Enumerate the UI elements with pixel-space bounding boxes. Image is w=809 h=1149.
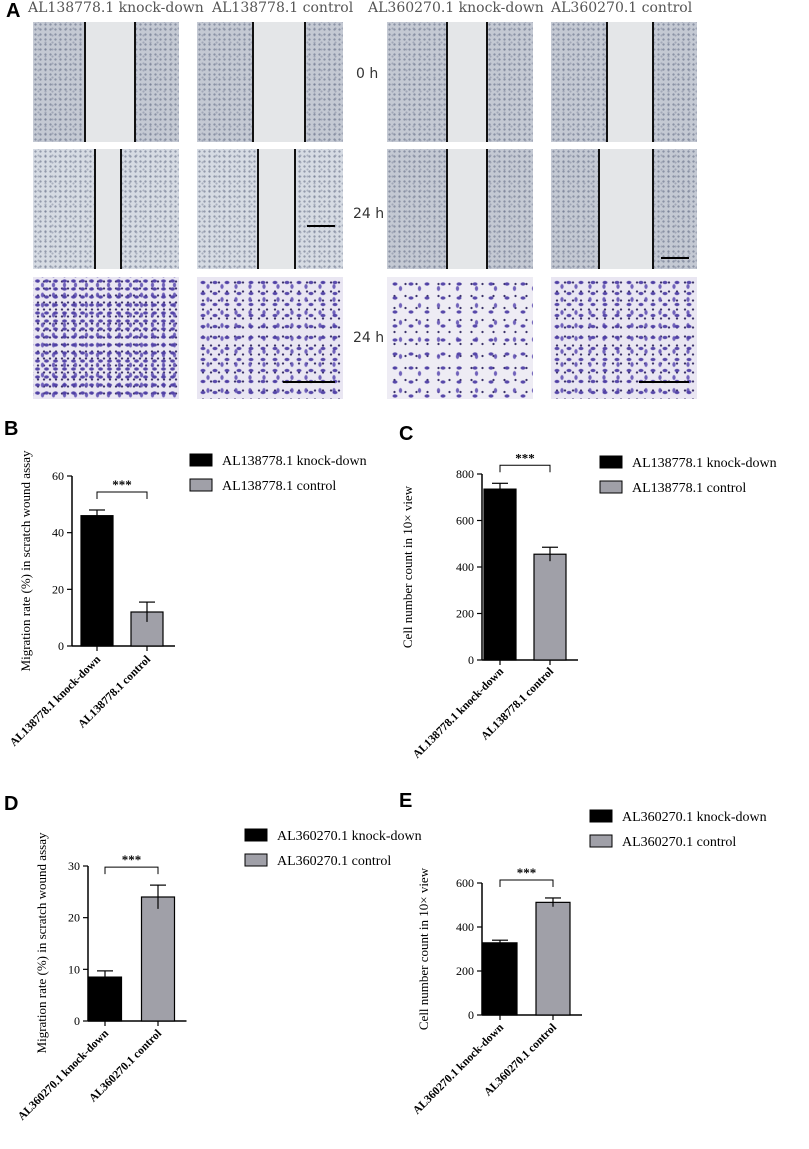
panel-label-d: D [4, 793, 19, 815]
legend-label-c-1: AL138778.1 knock-down [632, 456, 777, 471]
bar-d-1 [87, 976, 123, 1022]
micrograph-r3c1 [33, 277, 179, 399]
time-label-0h: 0 h [356, 66, 379, 82]
micrograph-r2c3 [387, 149, 533, 269]
panel-label-e: E [399, 790, 413, 812]
y-tick-label-e: 400 [456, 920, 474, 934]
bar-d-2 [140, 896, 176, 1022]
micrograph-r2c4 [551, 149, 697, 269]
significance-bracket-b [96, 491, 148, 499]
significance-bracket-c [499, 464, 551, 473]
micrograph-r2c1 [33, 149, 179, 269]
category-label-c-1: AL138778.1 knock-down [411, 665, 507, 761]
legend-label-d-1: AL360270.1 knock-down [277, 829, 422, 844]
y-tick-label-d: 0 [74, 1014, 80, 1028]
micrograph-r3c2 [197, 277, 343, 399]
micrograph-r1c2 [197, 22, 343, 142]
significance-bracket-e [499, 879, 554, 887]
y-tick-label-b: 0 [58, 639, 64, 653]
time-label-24h-1: 24 h [353, 206, 385, 222]
bar-c-2 [533, 553, 567, 661]
y-tick-label-e: 600 [456, 876, 474, 890]
y-axis-label-b: Migration rate (%) in scratch wound assa… [18, 450, 33, 671]
legend-label-c-2: AL138778.1 control [632, 481, 746, 496]
panel-label-b: B [4, 418, 19, 440]
legend-swatch-d-1 [244, 828, 268, 842]
y-tick-label-b: 60 [52, 469, 64, 483]
significance-marker-d: *** [122, 852, 142, 867]
micrograph-r3c4 [551, 277, 697, 399]
y-tick-label-d: 30 [68, 859, 80, 873]
legend-label-b-2: AL138778.1 control [222, 479, 336, 494]
legend-label-e-1: AL360270.1 knock-down [622, 810, 767, 825]
y-tick-label-c: 0 [468, 653, 474, 667]
column-title-2: AL138778.1 control [212, 0, 354, 16]
micrograph-r2c2 [197, 149, 343, 269]
y-tick-label-d: 10 [68, 962, 80, 976]
legend-swatch-c-1 [599, 455, 623, 469]
time-label-24h-2: 24 h [353, 330, 385, 346]
scale-bar [283, 381, 335, 383]
y-tick-label-c: 800 [456, 467, 474, 481]
category-label-e-1: AL360270.1 knock-down [411, 1021, 507, 1117]
significance-marker-e: *** [517, 865, 537, 880]
legend-swatch-e-1 [589, 809, 613, 823]
panel-label-c: C [399, 423, 414, 445]
y-axis-label-d: Migration rate (%) in scratch wound assa… [34, 832, 49, 1053]
legend-swatch-e-2 [589, 834, 613, 848]
scale-bar [661, 257, 689, 259]
micrograph-r1c1 [33, 22, 179, 142]
scale-bar [639, 381, 689, 383]
y-tick-label-b: 20 [52, 582, 64, 596]
y-tick-label-e: 0 [468, 1008, 474, 1022]
y-axis-label-c: Cell number count in 10× view [400, 485, 415, 648]
legend-label-e-2: AL360270.1 control [622, 835, 736, 850]
y-tick-label-b: 40 [52, 526, 64, 540]
y-tick-label-c: 600 [456, 514, 474, 528]
legend-swatch-c-2 [599, 480, 623, 494]
legend-label-d-2: AL360270.1 control [277, 854, 391, 869]
micrograph-r1c3 [387, 22, 533, 142]
y-tick-label-e: 200 [456, 964, 474, 978]
significance-bracket-d [104, 866, 159, 875]
legend-label-b-1: AL138778.1 knock-down [222, 454, 367, 469]
column-title-1: AL138778.1 knock-down [28, 0, 204, 16]
category-label-d-1: AL360270.1 knock-down [16, 1027, 112, 1123]
y-tick-label-d: 20 [68, 911, 80, 925]
legend-swatch-d-2 [244, 853, 268, 867]
y-axis-label-e: Cell number count in 10× view [416, 867, 431, 1030]
column-title-4: AL360270.1 control [551, 0, 693, 16]
column-title-3: AL360270.1 knock-down [368, 0, 544, 16]
bar-e-1 [482, 942, 518, 1016]
micrograph-r3c3 [387, 277, 533, 399]
panel-label-a: A [6, 0, 21, 22]
significance-marker-b: *** [112, 477, 132, 492]
bar-c-1 [483, 488, 517, 661]
y-tick-label-c: 400 [456, 560, 474, 574]
significance-marker-c: *** [515, 450, 535, 465]
bar-b-1 [80, 515, 114, 647]
legend-swatch-b-2 [189, 478, 213, 492]
scale-bar [307, 225, 335, 227]
legend-swatch-b-1 [189, 453, 213, 467]
micrograph-r1c4 [551, 22, 697, 142]
y-tick-label-c: 200 [456, 607, 474, 621]
bar-e-2 [535, 901, 571, 1016]
